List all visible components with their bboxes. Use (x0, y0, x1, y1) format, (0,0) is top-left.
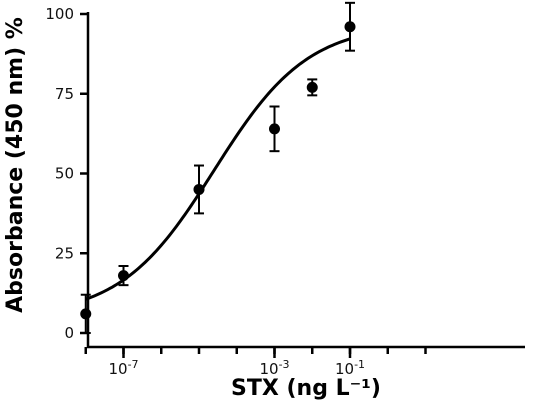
data-point (306, 81, 318, 93)
data-point (118, 270, 129, 282)
x-tick-label: 10-7 (108, 358, 138, 378)
data-point (193, 183, 205, 195)
data-point (80, 308, 92, 320)
y-tick-label: 75 (55, 85, 74, 103)
error-bars (80, 1, 355, 334)
y-ticks: 0 25 50 75 100 (45, 5, 88, 342)
x-tick-label: 10-3 (259, 358, 289, 378)
y-tick-label: 25 (55, 244, 74, 262)
data-points (80, 21, 356, 320)
data-point (269, 123, 280, 135)
x-ticks: 10-7 10-3 10-1 (84, 347, 427, 378)
y-axis-title: Absorbance (450 nm) % (3, 17, 28, 313)
axes (86, 12, 525, 349)
fit-curve (85, 37, 351, 301)
x-tick-label: 10-1 (335, 358, 365, 378)
y-tick-label: 100 (45, 5, 74, 23)
y-tick-label: 50 (55, 165, 74, 183)
x-axis-title: STX (ng L⁻¹) (231, 376, 381, 401)
data-point (344, 21, 356, 33)
y-tick-label: 0 (64, 324, 74, 342)
